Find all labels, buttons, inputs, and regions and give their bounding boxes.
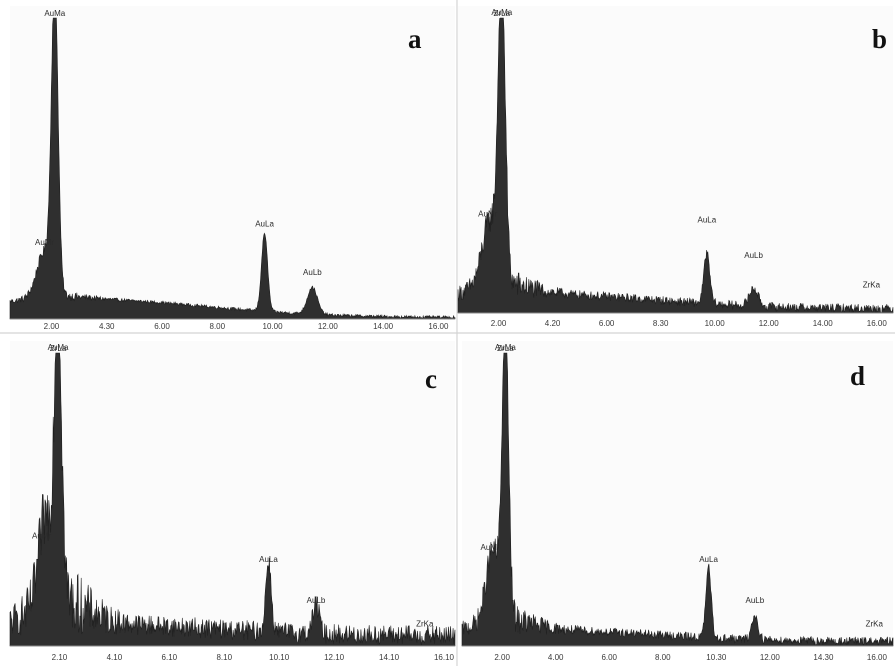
x-tick-label: 8.10 [216, 653, 232, 662]
panel-letter-d: d [850, 361, 865, 391]
peak-label: AuMr [35, 238, 54, 247]
peak-label: ZrLa [50, 344, 67, 353]
panel-background [462, 341, 893, 646]
spectrum-trace [457, 17, 894, 314]
x-tick-label: 2.10 [52, 653, 68, 662]
panel-letter-b: b [872, 24, 887, 54]
spectrum-panel-c: 2.10 4.10 6.10 8.10 10.10 12.10 14.10 16.10 AuMa… [9, 341, 456, 662]
panel-letter-a: a [408, 24, 422, 54]
x-tick-label: 10.10 [269, 653, 290, 662]
x-tick-label: 8.00 [655, 653, 671, 662]
x-tick-label: 12.10 [324, 653, 345, 662]
spectrum-panel-a: 2.00 4.30 6.00 8.00 10.00 12.00 14.00 16.00 AuMa… [9, 6, 456, 331]
x-tick-label: 16.00 [867, 653, 888, 662]
spectrum-trace [9, 352, 456, 647]
peak-label: AuMa [44, 9, 65, 18]
x-tick-label: 4.20 [545, 319, 561, 328]
x-tick-label: 2.00 [44, 322, 60, 331]
x-tick-label: 4.00 [548, 653, 564, 662]
x-tick-label: 14.00 [373, 322, 394, 331]
peak-label: AuLa [699, 555, 718, 564]
peak-label: AuMr [478, 210, 497, 219]
x-tick-label: 6.00 [154, 322, 170, 331]
peak-label: AuLa [259, 555, 278, 564]
x-tick-label: 4.30 [99, 322, 115, 331]
x-tick-label: 8.00 [210, 322, 226, 331]
peak-label: AuLa [255, 220, 274, 229]
panel-background [458, 6, 893, 313]
peak-label: AuMa [491, 8, 512, 17]
spectrum-panel-d: 2.00 4.00 6.00 8.00 10.30 12.00 14.30 16.00 AuMa… [461, 341, 894, 662]
x-tick-label: 4.10 [107, 653, 123, 662]
x-tick-label: 8.30 [653, 319, 669, 328]
x-tick-label: 12.00 [318, 322, 339, 331]
x-tick-label: 14.10 [379, 653, 400, 662]
x-tick-label: 6.10 [162, 653, 178, 662]
panel-background [10, 341, 455, 646]
x-tick-label: 2.00 [494, 653, 510, 662]
peak-label: ZrLa [497, 344, 514, 353]
x-tick-label: 2.00 [491, 319, 507, 328]
peak-label: ZrLa [494, 9, 511, 18]
x-tick-label: 12.00 [759, 319, 780, 328]
peak-label: AuMr [481, 543, 500, 552]
spectrum-trace [9, 17, 456, 320]
x-tick-label: 14.30 [813, 653, 834, 662]
panel-letter-c: c [425, 364, 437, 394]
x-tick-label: 16.10 [434, 653, 455, 662]
x-tick-label: 16.00 [428, 322, 449, 331]
peak-label: AuLb [744, 251, 763, 260]
peak-label: AuMa [48, 343, 69, 352]
peak-label: AuLb [303, 268, 322, 277]
x-tick-label: 10.30 [706, 653, 727, 662]
peak-label: AuLa [697, 216, 716, 225]
x-tick-label: 16.00 [867, 319, 888, 328]
peak-label: AuLb [307, 596, 326, 605]
peak-label: ZrKa [863, 280, 881, 289]
x-tick-label: 6.00 [601, 653, 617, 662]
spectrum-trace [461, 352, 894, 647]
peak-label: AuLb [746, 596, 765, 605]
panel-background [10, 6, 455, 319]
peak-label: AuMa [495, 343, 516, 352]
peak-label: AuMr [32, 532, 51, 541]
x-tick-label: 10.00 [705, 319, 726, 328]
x-tick-label: 12.00 [760, 653, 781, 662]
spectrum-panel-b: 2.00 4.20 6.00 8.30 10.00 12.00 14.00 16.00 AuMa… [457, 6, 894, 328]
x-tick-label: 10.00 [263, 322, 284, 331]
peak-label: ZrKa [866, 619, 884, 628]
peak-label: ZrKa [416, 619, 434, 628]
x-tick-label: 6.00 [599, 319, 615, 328]
x-tick-label: 14.00 [813, 319, 834, 328]
